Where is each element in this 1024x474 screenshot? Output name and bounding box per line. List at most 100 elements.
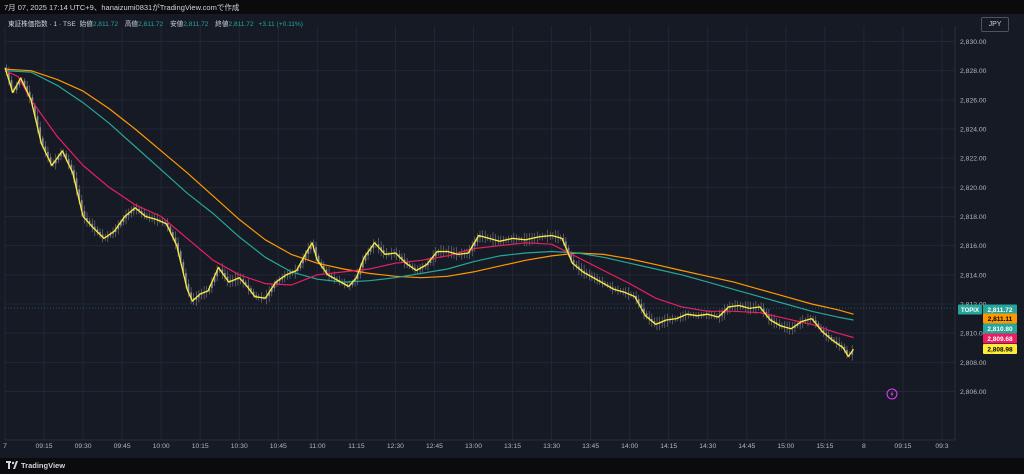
candle-body (778, 323, 781, 326)
legend-low-label: 安値 (170, 21, 184, 28)
candle-body (60, 152, 62, 157)
candle-body (47, 151, 49, 158)
candle-body (10, 80, 13, 89)
tradingview-logo-icon (6, 461, 18, 469)
candle-body (838, 343, 841, 346)
candle-body (825, 332, 828, 335)
candle-body (252, 291, 255, 296)
candle-body (140, 211, 143, 214)
snapshot-caption: 7月 07, 2025 17:14 UTC+9、hanaizumi0831がTr… (4, 3, 240, 12)
price-axis-tick-label: 2,828.00 (960, 68, 987, 75)
candle-body (226, 276, 229, 281)
candle-body (570, 253, 572, 261)
candle-body (91, 223, 94, 227)
candle-body (728, 306, 731, 309)
candle-body (190, 292, 192, 299)
time-axis-tick-label: 12:30 (387, 443, 404, 450)
candle-body (822, 330, 825, 333)
candle-body (130, 211, 133, 214)
candle-body (286, 274, 289, 276)
chart-panel[interactable] (0, 14, 1024, 458)
candle-body (18, 80, 21, 86)
candle-body (211, 282, 213, 288)
candle-body (814, 320, 817, 324)
candle-body (572, 260, 575, 265)
price-axis-tick-label: 2,826.00 (960, 97, 987, 104)
time-axis-tick-label: 10:30 (231, 443, 248, 450)
candle-body (273, 284, 276, 289)
footer: TradingView (0, 458, 1024, 474)
candle-body (437, 251, 440, 254)
candle-body (182, 262, 185, 274)
time-axis-tick-label: 14:00 (621, 443, 638, 450)
candle-body (80, 200, 83, 212)
time-axis: 7 09:15 09:30 09:45 10:00 10:15 10:30 10:45 11:0… (3, 443, 949, 450)
candle-body (846, 349, 848, 355)
candle-body (224, 273, 226, 277)
candle-body (213, 276, 216, 283)
candle-body (281, 277, 284, 280)
candle-body (817, 323, 820, 327)
legend-change: +3.11 (+0.11%) (258, 21, 303, 28)
candle-body (119, 221, 122, 226)
candle-body (765, 311, 768, 316)
candle-body (78, 189, 81, 201)
candles (5, 64, 854, 361)
candle-body (356, 274, 359, 280)
tradingview-brand[interactable]: TradingView (6, 461, 65, 470)
time-axis-tick-label: 11:00 (309, 443, 326, 450)
price-tag-ma-slow: 2,811.11 (988, 316, 1013, 323)
price-axis-tick-label: 2,818.00 (960, 214, 987, 221)
legend-low-value: 2,811.72 (183, 21, 209, 28)
candle-body (127, 213, 130, 216)
candle-body (198, 295, 200, 298)
candle-body (255, 295, 258, 297)
candle-body (65, 153, 68, 160)
candle-body (382, 250, 385, 253)
lightning-icon[interactable] (886, 388, 898, 400)
candle-body (369, 248, 372, 252)
price-tag-bg (983, 344, 1017, 354)
candle-body (15, 85, 18, 91)
candle-body (827, 334, 830, 338)
candle-body (762, 308, 765, 312)
legend-symbol[interactable]: 東証株価指数 · 1 · TSE (8, 21, 76, 28)
lightning-icon-bolt (890, 391, 894, 397)
price-axis-tick-label: 2,830.00 (960, 39, 987, 46)
time-axis-tick-label: 8 (862, 443, 866, 450)
candle-body (166, 223, 169, 227)
candle-body (354, 279, 356, 283)
price-tag-symbol-label-bg (958, 304, 982, 315)
brand-name: TradingView (21, 461, 66, 470)
candle-body (88, 220, 91, 224)
candle-body (171, 231, 174, 238)
candle-body (195, 297, 198, 300)
candle-body (351, 282, 354, 286)
price-tags: TOPIX 2,811.722,811.112,810.802,809.682,8… (958, 304, 1017, 354)
currency-button[interactable]: JPY (981, 17, 1009, 32)
candle-body (843, 346, 846, 350)
candle-body (250, 288, 252, 292)
candle-body (143, 213, 146, 216)
series-line-ma-fast (4, 70, 854, 339)
candle-body (302, 258, 304, 264)
price-axis-tick-label: 2,806.00 (960, 389, 987, 396)
candle-body (169, 226, 172, 232)
candle-body (244, 282, 247, 286)
candle-body (637, 299, 640, 304)
legend-open-value: 2,811.72 (92, 21, 118, 28)
candle-body (721, 313, 723, 316)
candle-body (398, 254, 401, 257)
price-axis-tick-label: 2,810.00 (960, 331, 987, 338)
candle-body (768, 315, 770, 319)
candle-body (93, 226, 96, 230)
candle-body (322, 265, 325, 270)
time-axis-tick-label: 13:30 (543, 443, 560, 450)
price-tag-bg (983, 333, 1017, 344)
candle-body (276, 281, 278, 285)
price-axis-tick-label: 2,808.00 (960, 360, 987, 367)
candle-body (770, 318, 773, 321)
candle-body (567, 247, 570, 254)
price-axis-tick-label: 2,814.00 (960, 272, 987, 279)
